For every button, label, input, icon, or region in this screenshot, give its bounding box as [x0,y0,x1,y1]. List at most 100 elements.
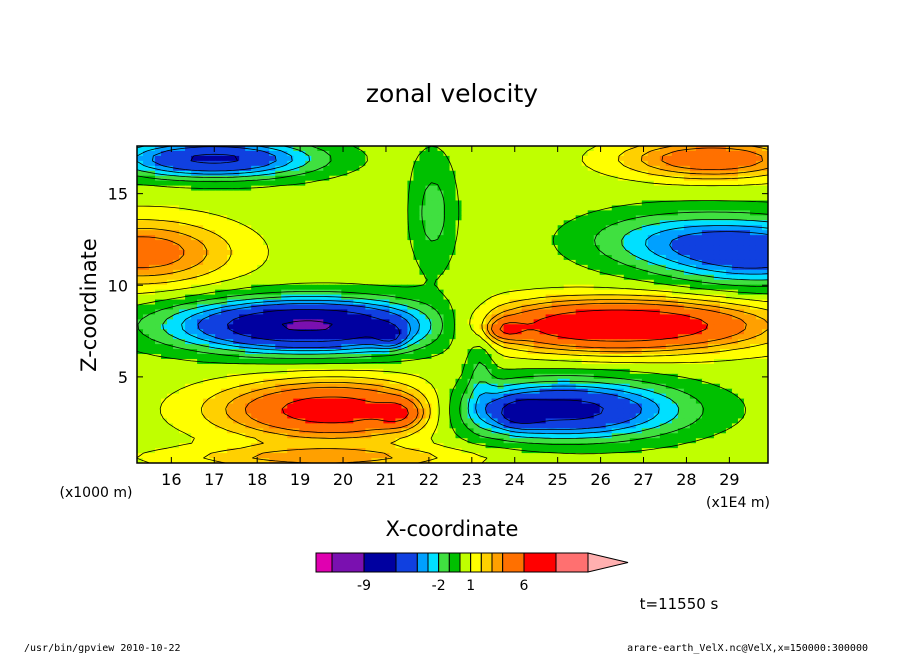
field-cell [251,190,258,197]
field-cell [149,378,156,385]
field-cell [593,165,601,172]
field-cell [503,358,511,365]
field-cell [443,339,451,345]
field-cell [371,254,378,261]
field-cell [413,225,421,231]
field-cell [677,339,685,345]
field-cell [179,235,186,241]
field-cell [353,230,360,236]
field-cell [215,250,222,256]
field-cell [707,175,715,182]
field-cell [149,334,156,340]
field-cell [497,250,505,256]
field-cell [413,235,421,241]
field-cell [191,146,198,152]
field-cell [389,304,397,311]
field-cell [359,294,366,301]
field-cell [545,225,553,231]
field-cell [257,195,264,202]
field-cell [389,230,397,236]
field-cell [761,160,768,167]
field-cell [191,284,198,291]
field-cell [167,180,174,187]
field-cell [539,170,547,177]
field-cell [575,284,583,291]
field-cell [227,200,234,207]
field-cell [263,220,270,226]
field-cell [197,150,204,157]
field-cell [347,155,354,162]
field-cell [521,368,529,375]
field-cell [611,175,619,182]
field-cell [335,190,342,197]
field-cell [527,220,535,226]
field-cell [389,314,397,320]
field-cell [437,309,445,315]
field-cell [671,146,679,152]
field-cell [449,185,457,192]
field-cell [329,220,336,226]
field-cell [383,378,390,385]
field-cell [443,264,451,271]
field-cell [695,150,703,157]
field-cell [551,180,559,187]
field-cell [473,175,481,182]
field-cell [227,344,234,350]
field-cell [581,205,589,211]
field-cell [605,150,613,157]
field-cell [305,309,312,315]
field-cell [437,225,445,231]
field-cell [617,279,625,286]
field-cell [761,200,768,207]
field-cell [395,324,403,330]
field-cell [701,319,709,325]
field-cell [641,225,649,231]
field-cell [401,240,409,246]
field-cell [677,349,685,355]
field-cell [629,245,637,251]
field-cell [437,358,445,365]
field-cell [479,180,487,187]
field-cell [419,363,427,370]
field-cell [413,378,421,385]
field-cell [737,304,745,311]
field-cell [437,274,445,281]
field-cell [161,289,168,296]
field-cell [443,235,451,241]
field-cell [719,210,727,216]
field-cell [509,230,517,236]
field-cell [203,279,210,286]
field-cell [533,150,541,157]
field-cell [479,349,487,355]
field-cell [509,180,517,187]
field-cell [485,284,493,291]
field-cell [317,378,324,385]
field-cell [623,205,631,211]
field-cell [725,240,733,246]
field-cell [749,259,757,266]
field-cell [605,373,613,380]
field-cell [173,334,180,340]
field-cell [185,165,192,172]
field-cell [269,215,276,221]
field-cell [179,334,186,340]
field-cell [149,324,156,330]
field-cell [731,304,739,311]
field-cell [659,314,667,320]
field-cell [725,368,733,375]
field-cell [263,190,270,197]
field-cell [617,165,625,172]
field-cell [299,165,306,172]
field-cell [167,160,174,167]
field-cell [587,205,595,211]
field-cell [215,314,222,320]
field-cell [761,299,768,306]
field-cell [665,309,673,315]
field-cell [167,349,174,355]
field-cell [449,146,457,152]
field-cell [329,146,336,152]
field-cell [317,185,324,192]
field-cell [161,363,168,370]
field-cell [155,240,162,246]
field-cell [335,195,342,202]
